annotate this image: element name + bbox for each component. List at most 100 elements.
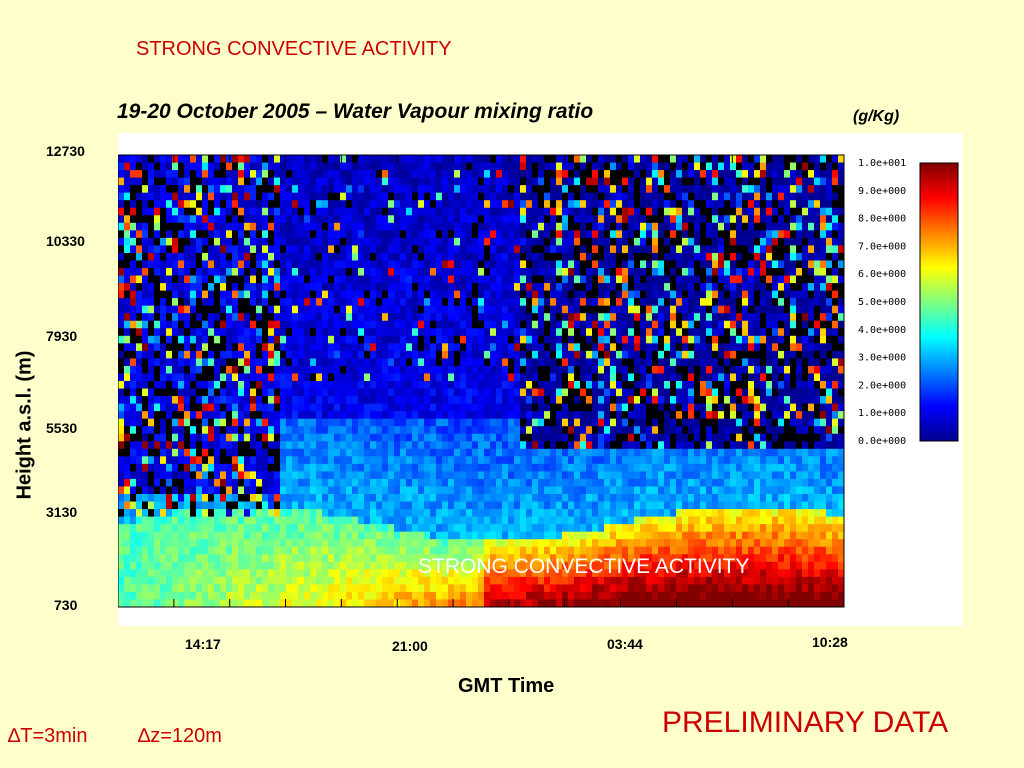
heatmap-cell xyxy=(262,576,269,585)
heatmap-cell xyxy=(406,411,413,420)
heatmap-cell xyxy=(370,494,377,503)
heatmap-cell xyxy=(172,584,179,593)
heatmap-cell xyxy=(532,569,539,578)
heatmap-cell xyxy=(502,313,509,322)
heatmap-cell xyxy=(172,396,179,405)
heatmap-cell xyxy=(466,192,473,201)
heatmap-cell xyxy=(286,554,293,563)
heatmap-cell xyxy=(280,245,287,254)
heatmap-cell xyxy=(466,381,473,390)
heatmap-cell xyxy=(124,350,131,359)
heatmap-cell xyxy=(394,426,401,435)
heatmap-cell xyxy=(478,441,485,450)
heatmap-cell xyxy=(358,561,365,570)
heatmap-cell xyxy=(556,215,563,224)
heatmap-cell xyxy=(304,215,311,224)
heatmap-cell xyxy=(394,313,401,322)
heatmap-cell xyxy=(574,396,581,405)
heatmap-cell xyxy=(148,501,155,510)
heatmap-cell xyxy=(316,591,323,601)
heatmap-cell xyxy=(472,373,479,382)
heatmap-cell xyxy=(184,268,191,277)
heatmap-cell xyxy=(460,230,467,239)
heatmap-cell xyxy=(406,509,413,518)
heatmap-cell xyxy=(382,448,389,457)
heatmap-cell xyxy=(142,591,149,601)
heatmap-cell xyxy=(526,328,533,337)
heatmap-cell xyxy=(190,554,197,563)
heatmap-cell xyxy=(370,245,377,254)
heatmap-cell xyxy=(148,373,155,382)
heatmap-cell xyxy=(166,494,173,503)
heatmap-cell xyxy=(130,494,137,503)
heatmap-cell xyxy=(592,418,599,427)
heatmap-cell xyxy=(442,516,449,525)
heatmap-cell xyxy=(190,524,197,533)
heatmap-cell xyxy=(292,373,299,382)
heatmap-cell xyxy=(514,396,521,405)
heatmap-cell xyxy=(406,245,413,254)
heatmap-cell xyxy=(364,569,371,578)
heatmap-cell xyxy=(370,215,377,224)
heatmap-cell xyxy=(160,403,167,412)
heatmap-cell xyxy=(196,441,203,450)
heatmap-cell xyxy=(436,155,443,164)
heatmap-cell xyxy=(226,350,233,359)
heatmap-cell xyxy=(292,170,299,179)
heatmap-cell xyxy=(256,298,263,307)
heatmap-cell xyxy=(244,207,251,216)
heatmap-cell xyxy=(364,268,371,277)
heatmap-cell xyxy=(226,162,233,171)
heatmap-cell xyxy=(166,396,173,405)
heatmap-cell xyxy=(220,305,227,314)
heatmap-cell xyxy=(130,509,137,518)
heatmap-cell xyxy=(232,478,239,488)
heatmap-cell xyxy=(298,591,305,601)
heatmap-cell xyxy=(292,237,299,246)
heatmap-cell xyxy=(310,328,317,337)
heatmap-cell xyxy=(250,170,257,179)
heatmap-cell xyxy=(388,328,395,337)
heatmap-cell xyxy=(442,411,449,420)
heatmap-cell xyxy=(220,268,227,277)
heatmap-cell xyxy=(454,524,461,533)
heatmap-cell xyxy=(274,155,281,164)
heatmap-cell xyxy=(442,252,449,262)
heatmap-cell xyxy=(586,177,593,186)
heatmap-cell xyxy=(250,320,257,329)
heatmap-cell xyxy=(448,539,455,548)
heatmap-cell xyxy=(370,546,377,555)
heatmap-cell xyxy=(346,328,353,337)
heatmap-cell xyxy=(436,215,443,224)
heatmap-cell xyxy=(340,584,347,593)
heatmap-cell xyxy=(418,335,425,344)
heatmap-cell xyxy=(484,396,491,405)
heatmap-cell xyxy=(412,275,419,284)
heatmap-cell xyxy=(148,177,155,186)
heatmap-cell xyxy=(274,290,281,299)
heatmap-cell xyxy=(178,471,185,480)
heatmap-cell xyxy=(484,358,491,367)
heatmap-cell xyxy=(202,539,209,548)
heatmap-cell xyxy=(352,155,359,164)
heatmap-cell xyxy=(304,494,311,503)
heatmap-cell xyxy=(340,200,347,209)
heatmap-cell xyxy=(382,177,389,186)
heatmap-cell xyxy=(250,539,257,548)
heatmap-cell xyxy=(532,539,539,548)
heatmap-cell xyxy=(262,531,269,540)
heatmap-cell xyxy=(532,185,539,194)
heatmap-cell xyxy=(508,494,515,503)
heatmap-cell xyxy=(118,478,125,488)
heatmap-cell xyxy=(130,501,137,510)
heatmap-cell xyxy=(430,305,437,314)
heatmap-cell xyxy=(580,185,587,194)
heatmap-cell xyxy=(394,388,401,397)
heatmap-cell xyxy=(232,298,239,307)
heatmap-cell xyxy=(118,494,125,503)
heatmap-cell xyxy=(166,185,173,194)
heatmap-cell xyxy=(184,290,191,299)
heatmap-cell xyxy=(376,569,383,578)
heatmap-cell xyxy=(418,403,425,412)
heatmap-cell xyxy=(592,599,599,607)
